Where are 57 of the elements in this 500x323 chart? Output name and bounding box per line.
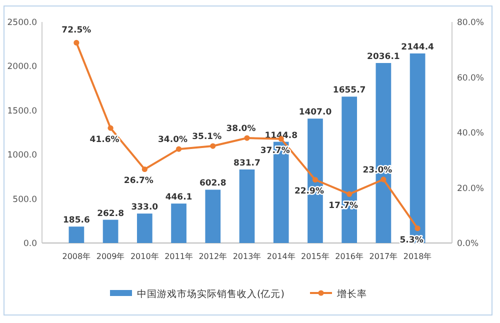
point [346, 191, 352, 197]
x-tick-label: 2008年 [62, 252, 91, 261]
data-label: 1407.0 [298, 108, 332, 118]
y2-tick-label: 60.0% [457, 73, 484, 84]
bar [171, 204, 186, 243]
bar [239, 169, 255, 243]
x-tick-label: 2018年 [403, 252, 432, 261]
point [176, 146, 182, 152]
y-tick-label: 0.0 [23, 239, 37, 249]
y2-tick-label: 0.0% [457, 239, 479, 249]
x-tick-label: 2015年 [301, 252, 330, 261]
x-tick-label: 2016年 [335, 252, 364, 261]
x-tick-label: 2014年 [266, 252, 296, 261]
data-label: 1655.7 [332, 86, 366, 96]
data-label: 35.1% [192, 132, 222, 142]
data-label: 41.6% [90, 135, 120, 146]
legend-label: 中国游戏市场实际销售收入(亿元) [137, 288, 284, 300]
point [312, 176, 318, 183]
y2-tick-label: 20.0% [457, 184, 484, 194]
data-label: 34.0% [158, 135, 188, 146]
data-label: 72.5% [62, 26, 92, 36]
y2-tick-label: 40.0% [457, 128, 484, 138]
y-tick-label: 1000.0 [7, 150, 37, 161]
y2-tick-label: 80.0% [457, 18, 484, 28]
y-tick-label: 2500.0 [7, 18, 37, 28]
y-tick-label: 1500.0 [7, 106, 37, 116]
bar [68, 226, 84, 243]
bar [102, 220, 118, 243]
x-tick-label: 2017年 [369, 252, 398, 261]
data-label: 2144.4 [401, 42, 434, 52]
point [244, 135, 250, 141]
point [108, 125, 114, 131]
x-tick-label: 2012年 [198, 252, 228, 261]
data-label: 26.7% [124, 176, 154, 186]
data-label: 602.8 [199, 178, 226, 189]
data-label: 185.6 [62, 216, 90, 226]
data-label: 1144.8 [264, 130, 298, 141]
data-label: 2036.1 [367, 52, 400, 62]
point [414, 226, 420, 232]
data-label: 262.8 [97, 208, 124, 219]
x-tick-label: 2013年 [232, 252, 262, 261]
point [142, 166, 148, 172]
bar [136, 214, 152, 243]
x-tick-label: 2011年 [164, 252, 193, 261]
data-label: 446.1 [165, 192, 192, 203]
legend-label: 增长率 [336, 288, 367, 300]
data-label: 38.0% [226, 124, 256, 134]
bar [205, 190, 221, 243]
x-tick-label: 2009年 [96, 252, 125, 261]
y-tick-label: 2000.0 [7, 62, 37, 72]
point [380, 176, 386, 182]
y-tick-label: 500.0 [12, 194, 37, 205]
point [74, 40, 80, 46]
point [210, 143, 216, 149]
x-tick-label: 2010年 [130, 252, 159, 261]
data-label: 831.7 [234, 158, 261, 168]
data-label: 333.0 [131, 202, 158, 213]
